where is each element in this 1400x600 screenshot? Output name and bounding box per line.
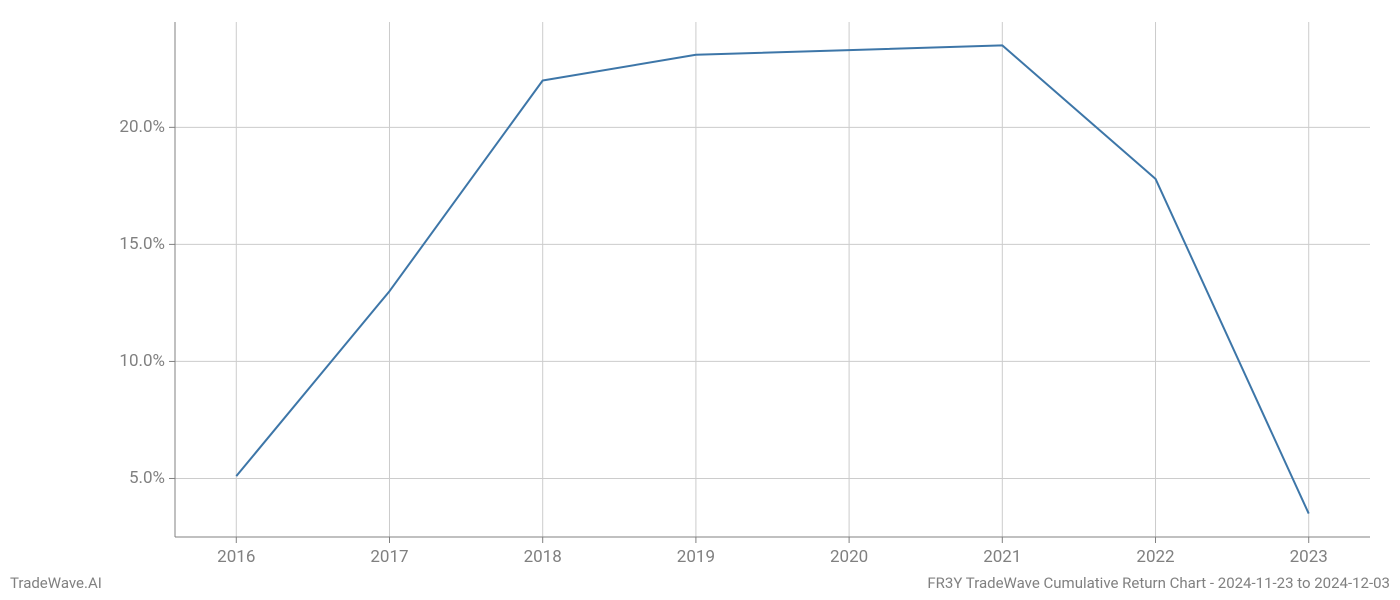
x-tick-label: 2016 <box>217 547 255 567</box>
x-tick-label: 2017 <box>370 547 408 567</box>
chart-container: 5.0% 10.0% 15.0% 20.0% 2016 2017 2018 2019 2020… <box>0 0 1400 600</box>
x-tick-label: 2018 <box>524 547 562 567</box>
x-tick-label: 2021 <box>983 547 1021 567</box>
x-tick-label: 2019 <box>677 547 715 567</box>
y-tick-label: 5.0% <box>105 468 165 488</box>
footer-left-text: TradeWave.AI <box>10 574 102 592</box>
y-tick-label: 10.0% <box>105 351 165 371</box>
x-tick-label: 2020 <box>830 547 868 567</box>
y-tick-label: 15.0% <box>105 234 165 254</box>
x-tick-label: 2022 <box>1136 547 1174 567</box>
return-line <box>236 45 1308 513</box>
x-tick-label: 2023 <box>1290 547 1328 567</box>
footer-right-text: FR3Y TradeWave Cumulative Return Chart -… <box>927 574 1390 592</box>
y-tick-label: 20.0% <box>105 117 165 137</box>
chart-svg <box>0 0 1400 600</box>
